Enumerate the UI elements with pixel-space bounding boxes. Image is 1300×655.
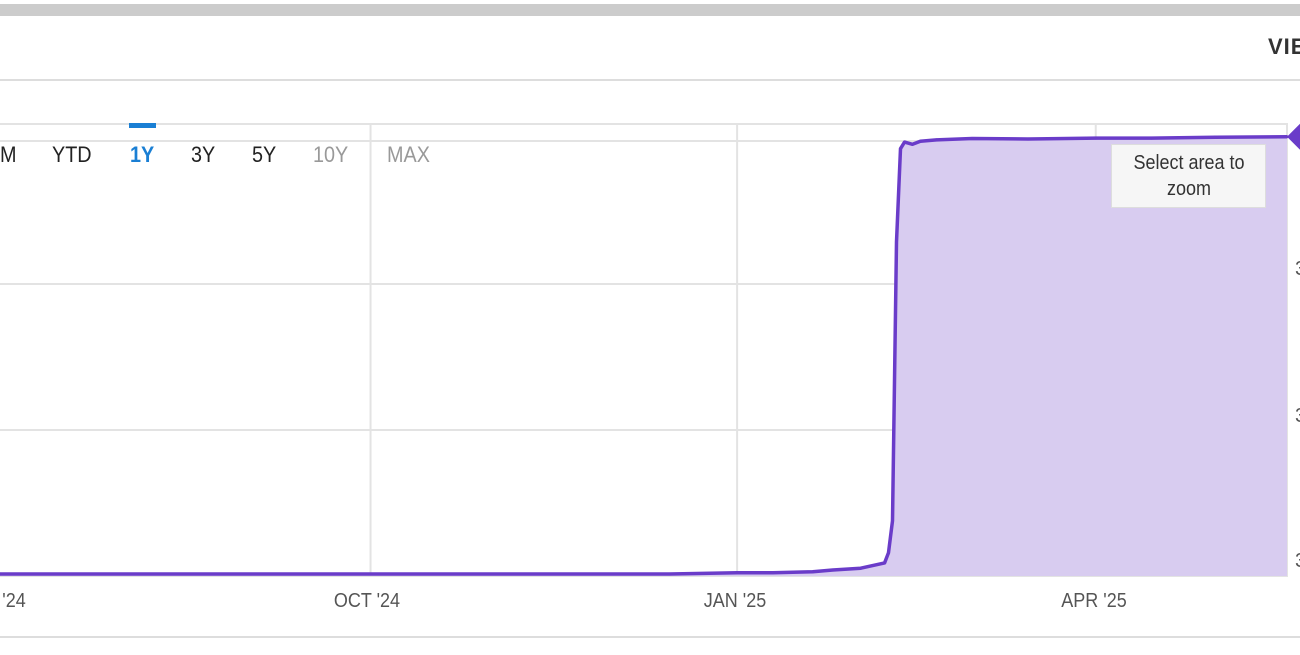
series-area [0,136,1287,577]
data-point [735,571,739,575]
range-button-ytd[interactable]: YTD [52,142,92,167]
data-point [126,572,129,576]
top-scrollbar[interactable] [0,4,1300,16]
y-tick-label: 3 [1295,405,1300,428]
zoom-hint-text: Select area to zoom [1132,152,1245,200]
active-range-indicator [129,123,156,128]
last-price-marker [1287,122,1300,151]
data-point [1150,136,1153,140]
range-button-max[interactable]: MAX [387,142,430,167]
x-tick-label: '24 [2,590,26,612]
x-tick-label: JAN '25 [703,590,767,612]
range-button-3y[interactable]: 3Y [191,142,216,167]
view-button[interactable]: VIE [1268,34,1300,59]
x-tick-label: APR '25 [1061,590,1127,612]
range-button-10y[interactable]: 10Y [313,142,349,167]
data-point [891,519,894,523]
y-tick-label: 3 [1295,550,1300,573]
data-point [1213,135,1217,139]
data-point [970,137,974,140]
data-point [249,572,253,576]
data-point [831,568,835,572]
data-point [492,572,496,576]
data-point [1094,136,1098,140]
range-button-1y[interactable]: 1Y [130,142,155,167]
data-point [918,139,922,143]
data-point [895,240,898,244]
data-point [934,138,938,142]
y-tick-label: 3 [1295,258,1300,281]
data-point [667,572,671,576]
data-point [859,566,863,570]
data-point [911,142,914,146]
select-area-zoom-hint: Select area to zoom [1111,144,1266,208]
data-point [0,572,2,576]
data-point [887,551,890,555]
data-point [612,572,616,576]
data-point [771,571,775,575]
data-point [903,140,906,144]
data-point [899,147,902,151]
range-button-1m[interactable]: M [0,142,17,167]
data-point [369,572,373,576]
divider [0,636,1300,638]
data-point [883,561,887,565]
data-point [1026,137,1030,141]
x-tick-label: OCT '24 [333,590,401,612]
range-button-5y[interactable]: 5Y [252,142,277,167]
data-point [811,570,815,574]
divider [0,79,1300,81]
